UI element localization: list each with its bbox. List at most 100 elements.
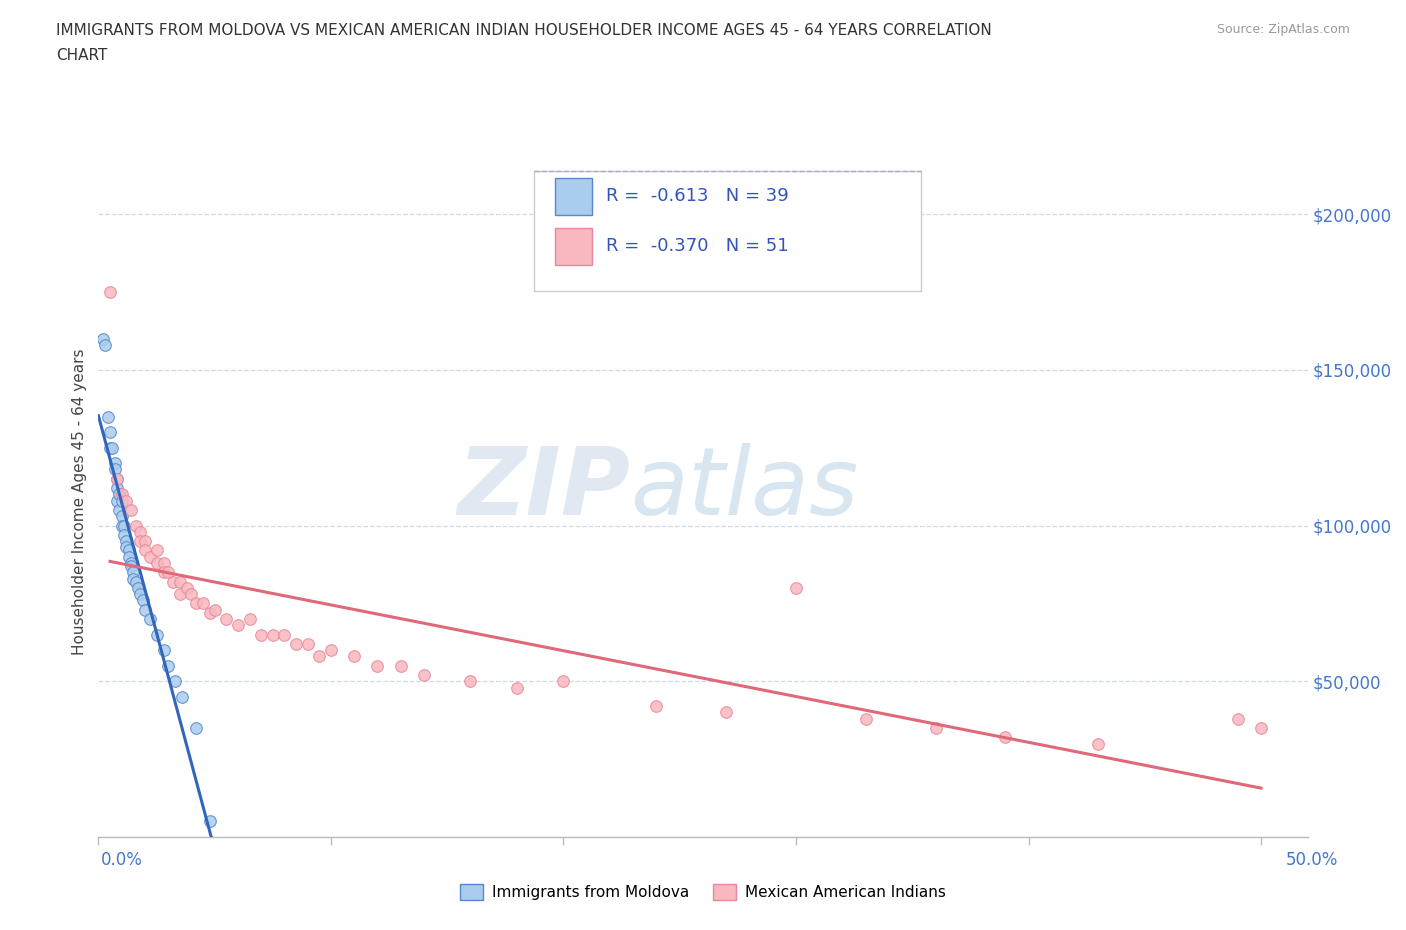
Point (118, 543, 141, 558)
Point (105, 493, 128, 508)
Point (91, 331, 114, 346)
Point (413, 668, 436, 683)
Point (1250, 721, 1272, 736)
Point (215, 612, 238, 627)
Point (118, 550, 141, 565)
Point (104, 456, 127, 471)
Point (366, 658, 388, 673)
Point (204, 603, 226, 618)
Point (127, 580, 149, 595)
Point (785, 580, 807, 595)
Text: R =  -0.613   N = 39: R = -0.613 N = 39 (606, 187, 789, 206)
Point (250, 627, 273, 642)
Point (108, 487, 131, 502)
Point (98, 440, 121, 455)
Text: atlas: atlas (630, 444, 859, 535)
Point (94, 338, 117, 352)
Point (184, 596, 207, 611)
Point (138, 550, 160, 565)
Point (152, 555, 174, 570)
Text: R =  -0.370   N = 51: R = -0.370 N = 51 (606, 237, 789, 256)
Point (994, 730, 1017, 745)
Point (134, 543, 156, 558)
Point (152, 565, 174, 579)
Point (129, 587, 152, 602)
Point (297, 636, 319, 651)
Point (308, 649, 330, 664)
Point (226, 618, 249, 632)
Point (104, 462, 127, 477)
Point (172, 689, 194, 704)
Point (157, 658, 180, 673)
Point (120, 555, 142, 570)
Point (115, 493, 138, 508)
Point (124, 518, 146, 533)
Point (262, 627, 284, 642)
Point (152, 643, 174, 658)
Point (145, 555, 167, 570)
Point (131, 592, 153, 607)
Point (112, 527, 135, 542)
Point (169, 587, 191, 602)
Point (191, 596, 214, 611)
Legend: Immigrants from Moldova, Mexican American Indians: Immigrants from Moldova, Mexican America… (454, 878, 952, 907)
Point (553, 674, 575, 689)
Point (98, 285, 121, 299)
Point (111, 493, 134, 508)
Point (97, 409, 120, 424)
Point (134, 603, 156, 618)
Text: ZIP: ZIP (457, 443, 630, 535)
Point (1226, 711, 1249, 726)
Point (157, 565, 180, 579)
Point (319, 643, 342, 658)
Text: IMMIGRANTS FROM MOLDOVA VS MEXICAN AMERICAN INDIAN HOUSEHOLDER INCOME AGES 45 - : IMMIGRANTS FROM MOLDOVA VS MEXICAN AMERI… (56, 23, 993, 38)
FancyBboxPatch shape (534, 171, 921, 291)
Point (108, 502, 131, 517)
Point (180, 587, 202, 602)
Point (129, 525, 152, 539)
Point (112, 518, 135, 533)
Point (111, 518, 134, 533)
Text: CHART: CHART (56, 48, 108, 63)
Point (122, 565, 145, 579)
Point (645, 698, 668, 713)
Point (145, 543, 167, 558)
Point (855, 711, 877, 726)
Point (389, 658, 412, 673)
Point (924, 721, 946, 736)
Point (506, 680, 529, 695)
FancyBboxPatch shape (555, 228, 592, 265)
Point (111, 509, 134, 524)
Point (105, 472, 128, 486)
Point (184, 721, 207, 736)
Point (120, 559, 142, 574)
Point (124, 574, 146, 589)
Point (176, 580, 198, 595)
Point (343, 649, 366, 664)
Point (460, 674, 482, 689)
Point (134, 534, 156, 549)
Point (716, 705, 738, 720)
Text: 0.0%: 0.0% (101, 851, 143, 869)
Point (239, 612, 262, 627)
Point (165, 674, 187, 689)
Point (285, 636, 308, 651)
Point (101, 440, 124, 455)
Point (111, 487, 134, 502)
Point (273, 627, 295, 642)
FancyBboxPatch shape (555, 178, 592, 215)
Point (198, 605, 221, 620)
Point (1087, 737, 1109, 751)
Point (122, 571, 145, 586)
Point (145, 627, 167, 642)
Point (115, 540, 138, 555)
Text: Source: ZipAtlas.com: Source: ZipAtlas.com (1216, 23, 1350, 36)
Point (105, 481, 128, 496)
Point (162, 574, 184, 589)
Point (120, 502, 142, 517)
Point (129, 534, 152, 549)
Point (115, 534, 138, 549)
Text: 50.0%: 50.0% (1286, 851, 1339, 869)
Point (98, 425, 121, 440)
Point (198, 814, 221, 829)
